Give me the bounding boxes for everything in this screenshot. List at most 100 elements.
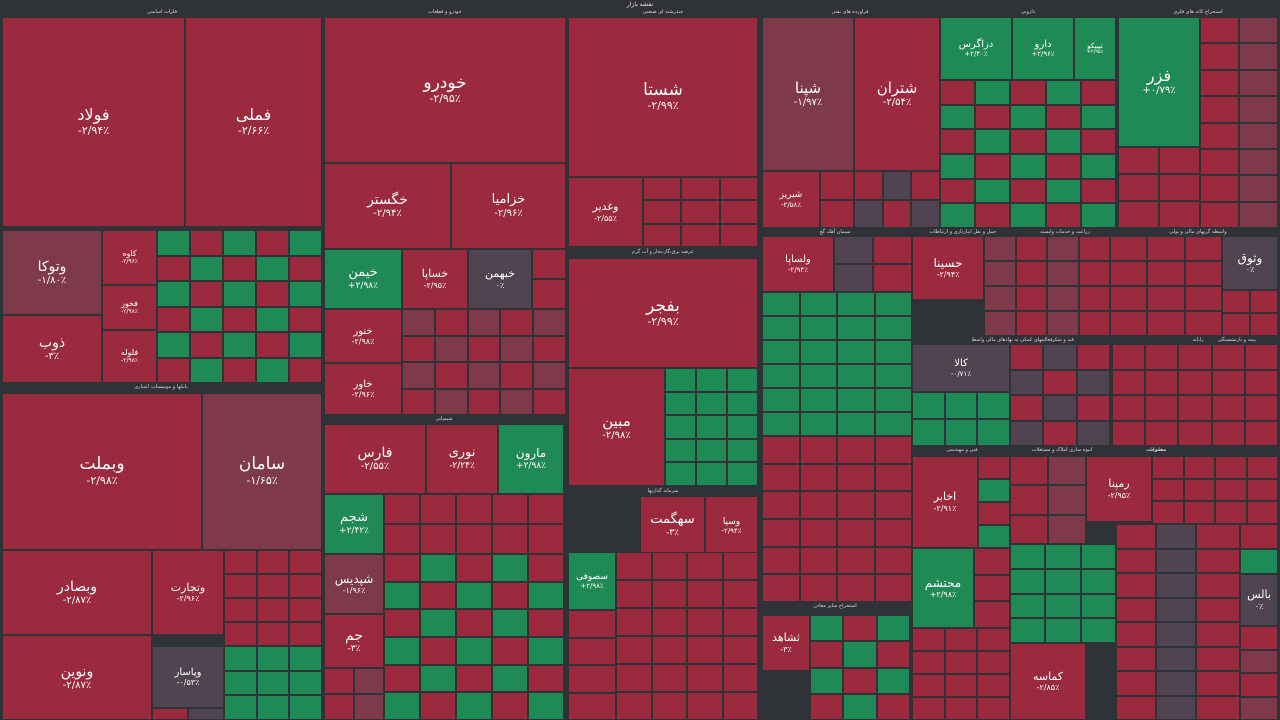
small-tile[interactable] — [456, 637, 492, 665]
small-tile[interactable] — [1222, 290, 1250, 313]
small-tile[interactable] — [492, 664, 528, 693]
tile-4[interactable]: کاوه -۲/۹۶٪ — [102, 230, 157, 285]
small-tile[interactable] — [289, 332, 322, 358]
small-tile[interactable] — [687, 580, 723, 608]
tile-47[interactable]: ثشاهد -۳٪ — [762, 615, 810, 671]
small-tile[interactable] — [1045, 178, 1081, 204]
small-tile[interactable] — [1043, 369, 1077, 395]
small-tile[interactable] — [762, 574, 800, 602]
small-tile[interactable] — [1112, 420, 1146, 446]
tile-10[interactable]: خیمن +۲/۹۸٪ — [324, 249, 402, 309]
small-tile[interactable] — [1010, 618, 1046, 643]
small-tile[interactable] — [975, 178, 1011, 204]
tile-36[interactable]: بفجر -۲/۹۹٪ — [568, 258, 758, 368]
tile-3[interactable]: ذوب -۳٪ — [2, 315, 102, 383]
small-tile[interactable] — [384, 554, 420, 582]
small-tile[interactable] — [289, 646, 322, 671]
small-tile[interactable] — [837, 436, 875, 464]
small-tile[interactable] — [1118, 174, 1159, 201]
small-tile[interactable] — [874, 388, 912, 412]
small-tile[interactable] — [1145, 420, 1179, 446]
small-tile[interactable] — [568, 610, 616, 638]
small-tile[interactable] — [874, 491, 912, 519]
tile-18[interactable]: شتران -۲/۵۴٪ — [854, 17, 940, 171]
small-tile[interactable] — [224, 598, 257, 622]
small-tile[interactable] — [256, 550, 290, 574]
small-tile[interactable] — [289, 670, 322, 696]
small-tile[interactable] — [911, 199, 940, 228]
tile-14[interactable]: خاور -۲/۹۶٪ — [324, 363, 402, 415]
tile-41[interactable]: وثوق ۰٪ — [1222, 236, 1278, 290]
small-tile[interactable] — [1076, 395, 1110, 421]
small-tile[interactable] — [820, 171, 854, 200]
small-tile[interactable] — [528, 524, 564, 554]
small-tile[interactable] — [492, 494, 528, 524]
small-tile[interactable] — [1080, 80, 1116, 105]
small-tile[interactable] — [1200, 201, 1239, 228]
small-tile[interactable] — [873, 264, 912, 292]
tile-20[interactable]: دزاگرس +۲/۴۰٪ — [940, 17, 1012, 80]
small-tile[interactable] — [762, 364, 800, 388]
small-tile[interactable] — [190, 281, 223, 307]
small-tile[interactable] — [1178, 420, 1212, 446]
small-tile[interactable] — [984, 236, 1016, 261]
small-tile[interactable] — [977, 419, 1010, 446]
small-tile[interactable] — [1110, 236, 1148, 261]
small-tile[interactable] — [1048, 456, 1086, 486]
small-tile[interactable] — [762, 340, 800, 364]
small-tile[interactable] — [1200, 175, 1239, 202]
small-tile[interactable] — [1080, 593, 1116, 619]
small-tile[interactable] — [1010, 544, 1046, 569]
small-tile[interactable] — [1045, 80, 1081, 105]
small-tile[interactable] — [1196, 695, 1240, 720]
small-tile[interactable] — [492, 609, 528, 637]
small-tile[interactable] — [1116, 573, 1156, 598]
small-tile[interactable] — [1080, 129, 1116, 154]
small-tile[interactable] — [532, 249, 566, 279]
small-tile[interactable] — [1211, 369, 1245, 395]
small-tile[interactable] — [1178, 395, 1212, 421]
small-tile[interactable] — [256, 646, 290, 671]
small-tile[interactable] — [762, 412, 800, 436]
small-tile[interactable] — [687, 552, 723, 580]
small-tile[interactable] — [224, 574, 257, 598]
small-tile[interactable] — [420, 637, 456, 665]
tile-43[interactable]: اخابر -۲/۹۱٪ — [912, 456, 978, 548]
small-tile[interactable] — [722, 692, 758, 720]
small-tile[interactable] — [1250, 313, 1278, 336]
small-tile[interactable] — [1156, 622, 1196, 647]
small-tile[interactable] — [974, 548, 1010, 575]
small-tile[interactable] — [616, 692, 652, 720]
small-tile[interactable] — [256, 357, 289, 383]
small-tile[interactable] — [1116, 548, 1156, 573]
small-tile[interactable] — [1043, 420, 1077, 446]
small-tile[interactable] — [665, 391, 696, 416]
small-tile[interactable] — [1200, 69, 1239, 97]
small-tile[interactable] — [1156, 573, 1196, 598]
small-tile[interactable] — [533, 335, 566, 362]
small-tile[interactable] — [533, 309, 566, 336]
small-tile[interactable] — [975, 129, 1011, 154]
small-tile[interactable] — [882, 199, 912, 228]
small-tile[interactable] — [190, 357, 223, 383]
small-tile[interactable] — [1152, 478, 1184, 502]
small-tile[interactable] — [223, 255, 256, 281]
small-tile[interactable] — [1076, 420, 1110, 446]
tile-42[interactable]: کالا -۰/۷۱٪ — [912, 344, 1010, 392]
small-tile[interactable] — [799, 316, 837, 340]
small-tile[interactable] — [810, 641, 844, 668]
small-tile[interactable] — [799, 574, 837, 602]
small-tile[interactable] — [289, 230, 322, 256]
small-tile[interactable] — [289, 306, 322, 332]
small-tile[interactable] — [289, 598, 322, 622]
small-tile[interactable] — [978, 502, 1010, 525]
small-tile[interactable] — [1145, 395, 1179, 421]
small-tile[interactable] — [1159, 147, 1200, 174]
small-tile[interactable] — [1239, 43, 1278, 70]
small-tile[interactable] — [944, 651, 978, 674]
small-tile[interactable] — [1244, 395, 1278, 421]
small-tile[interactable] — [456, 494, 492, 524]
tile-31[interactable]: نوری -۲/۲۴٪ — [426, 424, 498, 494]
small-tile[interactable] — [1080, 203, 1116, 228]
small-tile[interactable] — [874, 316, 912, 340]
